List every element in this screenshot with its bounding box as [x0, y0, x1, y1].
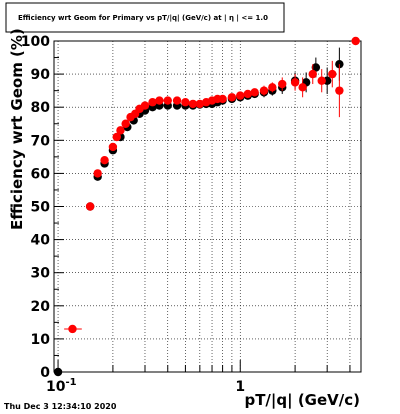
data-point	[53, 367, 63, 377]
data-point	[328, 69, 337, 79]
y-tick-label: 60	[31, 166, 51, 182]
tick-labels: 0 10 20 30 40 50 60 70 80 90 100 10-1 1	[21, 34, 245, 395]
series-1	[64, 36, 360, 334]
data-point	[163, 96, 172, 105]
data-point	[317, 76, 326, 85]
y-tick-label: 100	[21, 34, 50, 50]
data-point	[68, 324, 77, 334]
data-point	[335, 86, 344, 95]
data-point	[100, 155, 109, 165]
y-axis-title: Efficiency wrt Geom (%)	[8, 28, 26, 230]
title-box	[5, 2, 285, 33]
data-point	[85, 202, 95, 211]
data-point	[93, 169, 102, 178]
data-point	[195, 99, 205, 109]
y-tick-label: 40	[31, 233, 51, 249]
data-point	[268, 83, 277, 92]
timestamp: Thu Dec 3 12:34:10 2020	[4, 402, 117, 411]
series-0	[53, 47, 344, 377]
y-tick-label: 20	[31, 299, 51, 315]
data-point	[112, 132, 121, 142]
data-point	[227, 93, 237, 102]
data-series	[53, 36, 360, 377]
y-tick-label: 90	[31, 67, 51, 83]
data-point	[311, 63, 321, 72]
y-tick-label: 30	[31, 266, 51, 282]
data-point	[188, 99, 198, 109]
data-point	[236, 91, 245, 100]
data-point	[140, 101, 150, 110]
data-point	[351, 36, 360, 46]
data-point	[148, 98, 157, 107]
data-point	[243, 89, 252, 99]
data-point	[121, 119, 130, 128]
data-point	[308, 69, 317, 79]
x-tick-label: 10-1	[46, 377, 77, 395]
data-point	[116, 126, 125, 135]
data-point	[108, 142, 118, 152]
data-point	[278, 79, 287, 89]
data-point	[298, 83, 307, 92]
data-point	[290, 78, 300, 87]
y-tick-label: 10	[31, 332, 51, 348]
axis-ticks	[54, 40, 351, 373]
data-point	[218, 94, 227, 104]
y-tick-label: 70	[31, 133, 51, 149]
y-tick-label: 0	[40, 365, 50, 381]
data-point	[181, 98, 190, 107]
chart-title: Efficiency wrt Geom for Primary vs pT/|q…	[18, 14, 268, 23]
data-point	[172, 96, 182, 105]
data-point	[155, 96, 164, 105]
data-point	[259, 86, 269, 95]
grid	[54, 41, 361, 372]
x-tick-label: 1	[235, 379, 245, 395]
y-tick-label: 80	[31, 100, 51, 116]
data-point	[250, 88, 259, 97]
y-tick-label: 50	[31, 200, 51, 216]
x-axis-title: pT/|q| (GeV/c)	[244, 391, 360, 410]
